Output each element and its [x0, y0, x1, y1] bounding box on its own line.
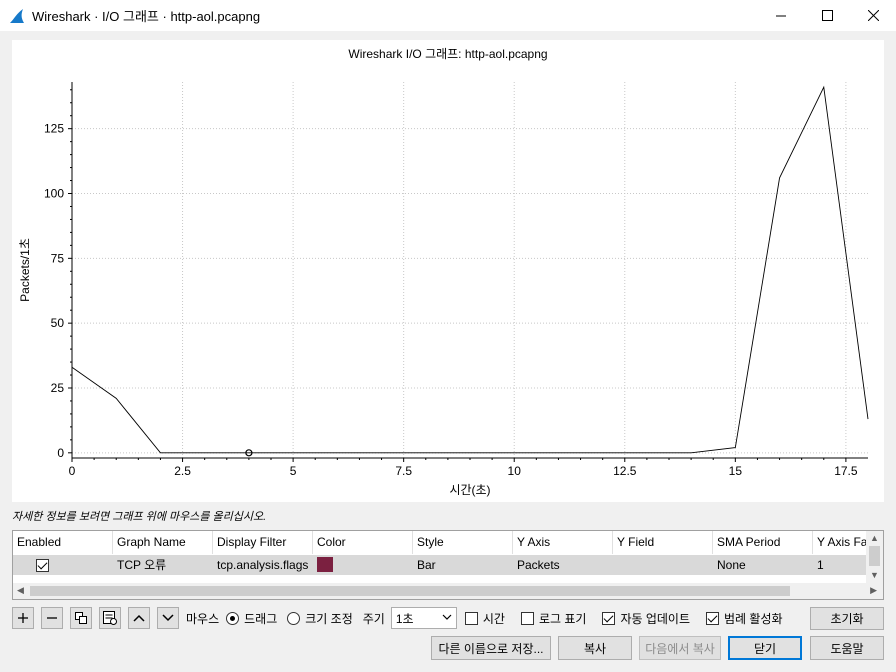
cursor-marker — [245, 449, 253, 457]
copy-from-button: 다음에서 복사 — [639, 636, 721, 660]
column-header[interactable]: Enabled — [13, 531, 113, 554]
title-bar: Wireshark · I/O 그래프 · http-aol.pcapng — [0, 0, 896, 31]
table-row[interactable]: TCP 오류 tcp.analysis.flags Bar Packets No… — [13, 555, 867, 575]
y-tick-label: 25 — [51, 381, 65, 395]
minimize-button[interactable] — [758, 0, 804, 31]
io-graph-chart[interactable]: Wireshark I/O 그래프: http-aol.pcapng025507… — [12, 40, 884, 502]
maximize-button[interactable] — [804, 0, 850, 31]
interval-select[interactable]: 1초 — [390, 607, 457, 629]
column-header[interactable]: Display Filter — [213, 531, 313, 554]
x-tick-label: 10 — [508, 464, 522, 478]
y-axis-cell[interactable]: Packets — [517, 558, 560, 572]
color-swatch[interactable] — [317, 557, 333, 573]
mouse-label: 마우스 — [186, 611, 220, 626]
reset-button[interactable]: 초기화 — [810, 606, 884, 630]
x-axis-label: 시간(초) — [449, 483, 490, 497]
table-header: Enabled Graph Name Display Filter Color … — [13, 531, 867, 554]
maximize-icon — [821, 10, 833, 21]
column-header[interactable]: Y Axis Fa — [817, 535, 867, 549]
series-line — [71, 85, 869, 454]
column-header[interactable]: Y Field — [613, 531, 713, 554]
minimize-icon — [775, 15, 786, 17]
vertical-scrollbar[interactable]: ▲ ▼ — [866, 531, 883, 584]
auto-update-checkbox[interactable] — [602, 611, 616, 625]
enabled-checkbox[interactable] — [36, 559, 49, 573]
legend-label[interactable]: 범례 활성화 — [724, 611, 783, 626]
add-graph-button[interactable] — [12, 607, 34, 629]
minus-icon — [47, 617, 57, 619]
x-tick-label: 7.5 — [395, 464, 412, 478]
x-tick-label: 15 — [729, 464, 743, 478]
horizontal-scroll-thumb[interactable] — [30, 586, 790, 596]
copy-graph-button[interactable] — [70, 607, 92, 629]
chart-title: Wireshark I/O 그래프: http-aol.pcapng — [348, 47, 547, 61]
y-tick-label: 100 — [44, 187, 64, 201]
window-title: Wireshark · I/O 그래프 · http-aol.pcapng — [32, 9, 261, 24]
close-button[interactable]: 닫기 — [728, 636, 802, 660]
column-header[interactable]: Color — [313, 531, 413, 554]
plus-icon — [18, 613, 28, 623]
zoom-radio[interactable] — [287, 611, 301, 625]
scroll-down-icon[interactable]: ▼ — [870, 570, 879, 580]
wireshark-fin-icon — [10, 8, 24, 23]
column-header[interactable]: Style — [413, 531, 513, 554]
clear-graphs-button[interactable] — [99, 607, 121, 629]
time-checkbox[interactable] — [464, 611, 478, 625]
log-scale-checkbox[interactable] — [520, 611, 534, 625]
horizontal-scrollbar[interactable]: ◀ ▶ — [13, 583, 883, 599]
style-cell[interactable]: Bar — [417, 558, 436, 572]
graph-table[interactable]: Enabled Graph Name Display Filter Color … — [12, 530, 884, 600]
duplicate-icon — [75, 612, 87, 624]
remove-graph-button[interactable] — [41, 607, 63, 629]
enabled-cell[interactable] — [13, 555, 113, 575]
display-filter-cell[interactable]: tcp.analysis.flags — [217, 558, 309, 572]
move-up-button[interactable] — [128, 607, 150, 629]
x-tick-label: 0 — [69, 464, 76, 478]
interval-value: 1초 — [395, 611, 414, 626]
drag-radio[interactable] — [226, 611, 240, 625]
move-down-button[interactable] — [157, 607, 179, 629]
drag-label[interactable]: 드래그 — [244, 611, 278, 626]
chevron-up-icon — [133, 614, 145, 622]
interval-label: 주기 — [362, 611, 385, 626]
y-tick-label: 50 — [51, 316, 65, 330]
column-header[interactable]: SMA Period — [713, 531, 813, 554]
legend-checkbox[interactable] — [706, 611, 720, 625]
close-icon — [867, 10, 879, 21]
x-tick-label: 5 — [290, 464, 297, 478]
io-graph-plot[interactable]: Wireshark I/O 그래프: http-aol.pcapng 0 25 50 7… — [12, 40, 884, 502]
graph-name-cell[interactable]: TCP 오류 — [117, 558, 167, 572]
auto-update-label[interactable]: 자동 업데이트 — [620, 611, 691, 626]
log-scale-label[interactable]: 로그 표기 — [538, 611, 587, 626]
vertical-scroll-thumb[interactable] — [869, 546, 880, 566]
hover-hint: 자세한 정보를 보려면 그래프 위에 마우스를 올리십시오. — [12, 511, 267, 523]
y-field-cell[interactable] — [613, 555, 713, 575]
column-header[interactable]: Y Axis — [513, 531, 613, 554]
x-tick-label: 12.5 — [613, 464, 637, 478]
zoom-label[interactable]: 크기 조정 — [305, 611, 353, 626]
time-label[interactable]: 시간 — [482, 611, 505, 626]
scroll-left-icon[interactable]: ◀ — [17, 585, 24, 595]
scroll-right-icon[interactable]: ▶ — [870, 585, 877, 595]
y-tick-label: 125 — [44, 122, 64, 136]
color-cell[interactable] — [313, 555, 413, 575]
save-as-button[interactable]: 다른 이름으로 저장... — [431, 636, 551, 660]
sma-period-cell[interactable]: None — [717, 558, 746, 572]
graph-toolbar: 마우스 드래그 크기 조정 주기 1초 시간 로그 표기 자동 업데이트 범례 … — [12, 605, 884, 631]
x-tick-label: 2.5 — [174, 464, 191, 478]
clear-list-icon — [103, 611, 117, 625]
copy-button[interactable]: 복사 — [558, 636, 632, 660]
y-tick-label: 75 — [51, 251, 65, 265]
y-tick-label: 0 — [57, 446, 64, 460]
close-window-button[interactable] — [850, 0, 896, 31]
column-header[interactable]: Graph Name — [113, 531, 213, 554]
help-button[interactable]: 도움말 — [810, 636, 884, 660]
scroll-up-icon[interactable]: ▲ — [870, 533, 879, 543]
chevron-down-icon — [162, 614, 174, 622]
chevron-down-icon — [442, 614, 452, 620]
x-tick-label: 17.5 — [834, 464, 858, 478]
y-axis-factor-cell[interactable]: 1 — [817, 558, 824, 572]
y-axis-label: Packets/1초 — [18, 238, 32, 302]
